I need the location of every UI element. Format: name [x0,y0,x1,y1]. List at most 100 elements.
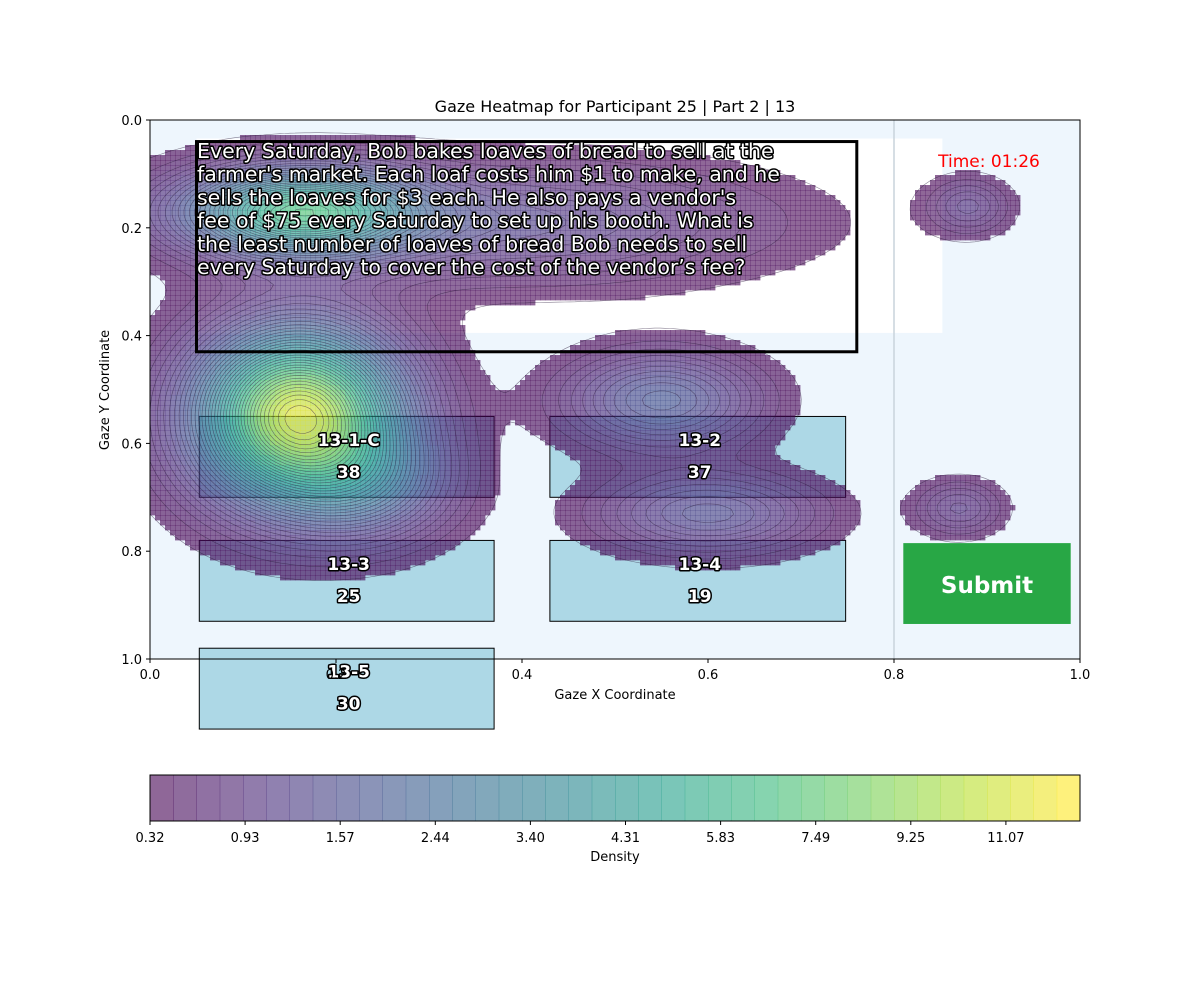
density-cell [400,325,405,330]
density-cell [155,445,160,450]
density-cell [355,575,360,580]
density-cell [370,555,375,560]
density-cell [215,545,220,550]
density-cell [160,515,165,520]
density-cell [160,455,165,460]
density-cell [435,500,440,505]
density-cell [395,280,400,285]
density-cell [285,290,290,295]
density-cell [340,520,345,525]
density-cell [255,295,260,300]
density-cell [160,490,165,495]
density-cell [170,435,175,440]
density-cell [180,350,185,355]
density-cell [390,325,395,330]
density-cell [315,295,320,300]
density-cell [195,535,200,540]
density-cell [320,560,325,565]
density-cell [410,315,415,320]
density-cell [355,365,360,370]
density-cell [200,290,205,295]
density-cell [160,255,165,260]
density-cell [295,280,300,285]
density-cell [165,270,170,275]
density-cell [185,310,190,315]
density-cell [395,545,400,550]
density-cell [305,285,310,290]
density-cell [155,370,160,375]
density-cell [400,480,405,485]
density-cell [335,295,340,300]
density-cell [150,395,155,400]
density-cell [170,310,175,315]
density-cell [425,370,430,375]
density-cell [345,300,350,305]
density-cell [390,300,395,305]
density-cell [375,480,380,485]
density-cell [200,515,205,520]
density-cell [420,490,425,495]
density-cell [315,530,320,535]
density-cell [425,520,430,525]
density-cell [415,355,420,360]
density-cell [345,515,350,520]
density-cell [325,370,330,375]
density-cell [305,415,310,420]
density-cell [165,485,170,490]
density-cell [440,320,445,325]
density-cell [230,285,235,290]
density-cell [155,505,160,510]
density-cell [395,290,400,295]
density-cell [325,485,330,490]
density-cell [170,300,175,305]
density-cell [150,315,155,320]
density-cell [150,330,155,335]
density-cell [280,415,285,420]
density-cell [280,430,285,435]
density-cell [405,440,410,445]
density-cell [160,320,165,325]
density-cell [355,385,360,390]
density-cell [150,500,155,505]
density-cell [160,175,165,180]
density-cell [315,545,320,550]
density-cell [345,425,350,430]
density-cell [225,555,230,560]
density-cell [400,295,405,300]
density-cell [185,285,190,290]
density-cell [390,515,395,520]
density-cell [235,545,240,550]
density-cell [225,365,230,370]
density-cell [345,540,350,545]
density-cell [155,340,160,345]
density-cell [425,555,430,560]
density-cell [255,285,260,290]
density-cell [335,455,340,460]
density-cell [280,280,285,285]
density-cell [375,545,380,550]
density-cell [215,295,220,300]
density-cell [190,520,195,525]
density-cell [320,325,325,330]
density-cell [160,475,165,480]
density-cell [175,295,180,300]
density-cell [185,330,190,335]
density-cell [405,325,410,330]
density-cell [420,295,425,300]
density-cell [310,545,315,550]
density-cell [275,415,280,420]
density-cell [245,375,250,380]
answer-option-box[interactable] [199,648,494,729]
density-cell [230,290,235,295]
density-cell [190,480,195,485]
density-cell [340,295,345,300]
density-cell [385,300,390,305]
density-cell [415,295,420,300]
density-cell [330,520,335,525]
density-cell [435,360,440,365]
density-cell [200,300,205,305]
density-cell [395,305,400,310]
density-cell [350,545,355,550]
density-cell [170,170,175,175]
density-cell [170,270,175,275]
